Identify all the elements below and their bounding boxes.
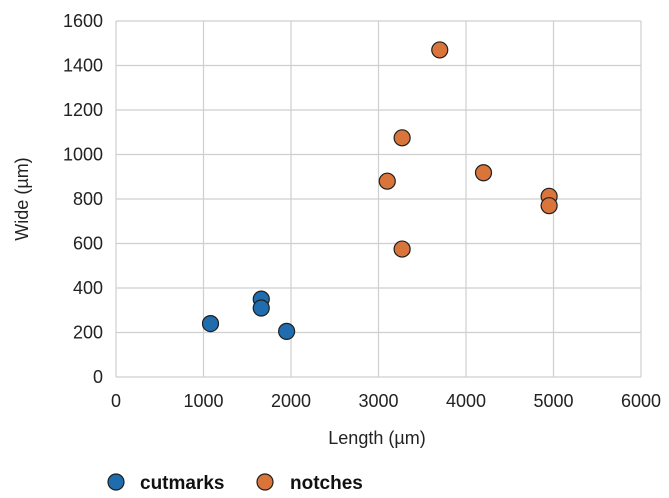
data-point-notches	[393, 240, 411, 258]
x-tick-label: 2000	[271, 391, 311, 411]
legend-label-cutmarks: cutmarks	[140, 473, 225, 494]
y-tick-label: 1400	[63, 56, 103, 76]
x-tick-label: 5000	[533, 391, 573, 411]
y-tick-label: 600	[73, 234, 103, 254]
x-tick-label: 1000	[183, 391, 223, 411]
x-tick-label: 6000	[621, 391, 661, 411]
data-points	[201, 41, 558, 340]
data-point-cutmarks	[278, 322, 296, 340]
data-point-cutmarks	[252, 299, 270, 317]
y-tick-label: 1600	[63, 11, 103, 31]
legend-marker-cutmarks	[107, 473, 125, 491]
data-point-notches	[474, 164, 493, 182]
x-tick-labels: 0 1000 2000 3000 4000 5000 6000	[111, 391, 661, 411]
data-point-notches	[431, 41, 449, 59]
y-tick-label: 800	[73, 189, 103, 209]
grid-lines	[115, 20, 642, 378]
y-tick-label: 400	[73, 278, 103, 298]
data-point-notches	[393, 129, 411, 147]
y-tick-label: 0	[93, 367, 103, 387]
x-tick-label: 3000	[358, 391, 398, 411]
x-tick-label: 0	[111, 391, 121, 411]
data-point-cutmarks	[201, 315, 220, 333]
data-point-notches	[378, 172, 396, 190]
y-tick-label: 200	[73, 323, 103, 343]
y-tick-label: 1200	[63, 100, 103, 120]
y-axis-title: Wide (µm)	[12, 157, 32, 240]
x-axis-title: Length (µm)	[328, 428, 425, 448]
y-tick-label: 1000	[63, 145, 103, 165]
y-tick-labels: 0 200 400 600 800 1000 1200 1400 1600	[63, 11, 103, 387]
x-tick-label: 4000	[446, 391, 486, 411]
legend-marker-notches	[256, 473, 274, 491]
legend: cutmarks notches	[107, 473, 363, 494]
data-point-notches	[540, 197, 558, 215]
legend-label-notches: notches	[290, 473, 363, 494]
